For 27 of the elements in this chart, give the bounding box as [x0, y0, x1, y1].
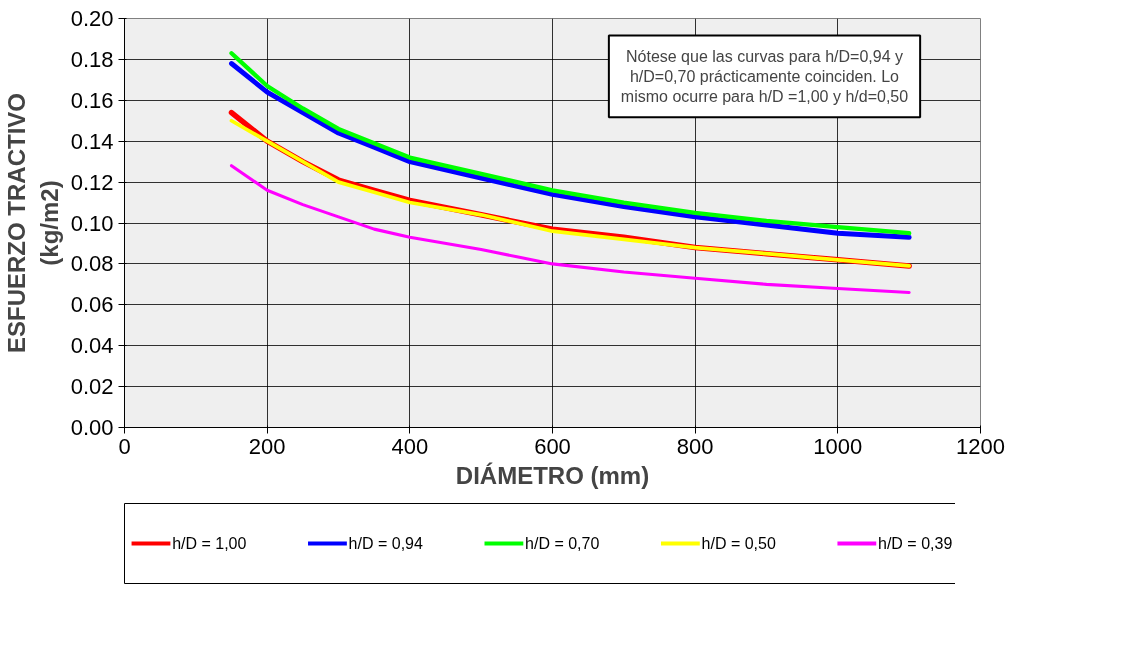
y-tick-label: 0.00 — [70, 415, 114, 440]
x-tick-label: 1000 — [813, 433, 863, 459]
y-tick-label: 0.04 — [70, 333, 114, 359]
y-tick-label: 0.16 — [70, 87, 114, 113]
y-tick-label: 0.12 — [70, 169, 114, 195]
legend-label: h/D = 0,94 — [348, 535, 423, 552]
legend-label: h/D = 0,50 — [701, 535, 776, 552]
x-tick-label: 800 — [676, 433, 714, 459]
y-tick-label: 0.14 — [70, 128, 114, 154]
y-tick-label: 0.10 — [70, 210, 114, 236]
x-tick-label: 400 — [391, 433, 429, 459]
y-tick-label: 0.18 — [70, 46, 114, 72]
legend-label: h/D = 0,39 — [878, 535, 953, 552]
y-axis-title: ESFUERZO TRACTIVO (kg/m2) — [3, 92, 63, 353]
x-tick-label: 200 — [248, 433, 286, 459]
x-tick-label: 600 — [534, 433, 571, 459]
line-series — [229, 164, 911, 295]
y-tick-label: 0.06 — [70, 292, 114, 318]
y-tick-label: 0.20 — [70, 6, 114, 31]
legend-label: h/D = 1,00 — [172, 535, 247, 552]
y-tick-label: 0.08 — [70, 251, 114, 277]
x-tick-label: 1200 — [956, 433, 1005, 459]
x-tick-label: 0 — [118, 433, 131, 459]
annotation: Nótese que las curvas para h/D=0,94 y h/D=0,70 prácticamente coinciden. Lo mismo ocurre para h/D =1,00 y h/d=0,50 — [620, 47, 909, 106]
legend-label: h/D = 0,70 — [525, 535, 600, 552]
y-tick-label: 0.02 — [70, 374, 114, 400]
x-axis-title: DIÁMETRO (mm) — [455, 461, 650, 489]
